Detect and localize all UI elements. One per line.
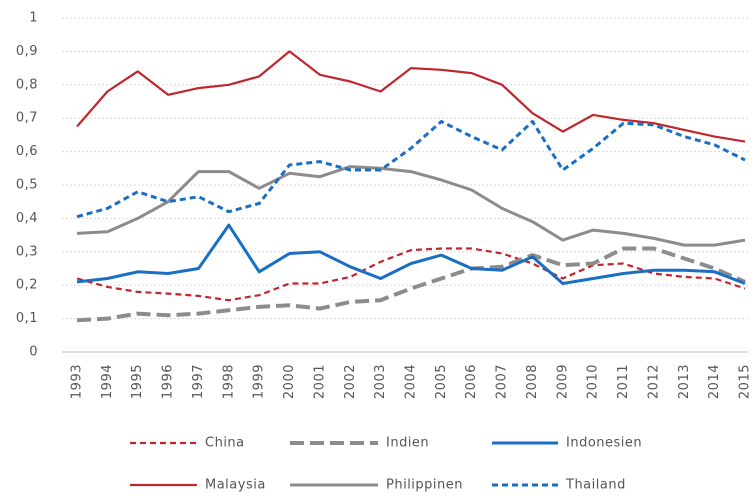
series-line bbox=[76, 247, 746, 302]
x-tick-label: 2005 bbox=[434, 364, 449, 399]
x-tick-label: 2010 bbox=[586, 364, 601, 399]
x-tick-label: 2012 bbox=[646, 364, 661, 399]
legend-label: Indien bbox=[386, 436, 429, 451]
y-tick-label: 0,2 bbox=[16, 278, 38, 293]
y-tick-label: 0,3 bbox=[16, 244, 38, 259]
x-tick-label: 1998 bbox=[221, 364, 236, 399]
x-tick-label: 1993 bbox=[70, 364, 85, 399]
x-tick-label: 2015 bbox=[738, 364, 753, 399]
x-tick-label: 1994 bbox=[100, 364, 115, 399]
y-tick-label: 0,7 bbox=[16, 111, 38, 126]
x-tick-label: 2000 bbox=[282, 364, 297, 399]
y-tick-label: 0,6 bbox=[16, 144, 38, 159]
x-tick-label: 2013 bbox=[677, 364, 692, 399]
x-tick-label: 2006 bbox=[464, 364, 479, 399]
x-tick-label: 2004 bbox=[404, 364, 419, 399]
y-tick-label: 0 bbox=[29, 345, 38, 360]
x-tick-label: 2008 bbox=[525, 364, 540, 399]
x-tick-label: 2014 bbox=[707, 364, 722, 399]
x-tick-label: 1995 bbox=[130, 364, 145, 399]
x-tick-label: 2007 bbox=[495, 364, 510, 399]
x-tick-label: 2011 bbox=[616, 364, 631, 399]
legend-label: Thailand bbox=[565, 478, 626, 493]
y-tick-label: 0,9 bbox=[16, 44, 38, 59]
series-line bbox=[76, 223, 746, 285]
x-tick-label: 2001 bbox=[312, 364, 327, 399]
series-line bbox=[76, 165, 746, 247]
x-tick-label: 1997 bbox=[191, 364, 206, 399]
legend-label: Indonesien bbox=[566, 436, 642, 451]
y-tick-label: 1 bbox=[29, 11, 38, 26]
legend-label: China bbox=[205, 436, 245, 451]
legend-label: Philippinen bbox=[386, 478, 463, 493]
x-tick-label: 1996 bbox=[161, 364, 176, 399]
series-line bbox=[76, 50, 746, 143]
y-tick-label: 0,8 bbox=[16, 77, 38, 92]
y-tick-label: 0,5 bbox=[16, 178, 38, 193]
series-line bbox=[76, 246, 746, 323]
x-tick-label: 2009 bbox=[555, 364, 570, 399]
y-tick-label: 0,1 bbox=[16, 311, 38, 326]
series-line bbox=[76, 120, 746, 219]
y-tick-label: 0,4 bbox=[16, 211, 38, 226]
x-tick-label: 2003 bbox=[373, 364, 388, 399]
x-tick-label: 2002 bbox=[343, 364, 358, 399]
legend-label: Malaysia bbox=[205, 478, 266, 493]
x-tick-label: 1999 bbox=[252, 364, 267, 399]
